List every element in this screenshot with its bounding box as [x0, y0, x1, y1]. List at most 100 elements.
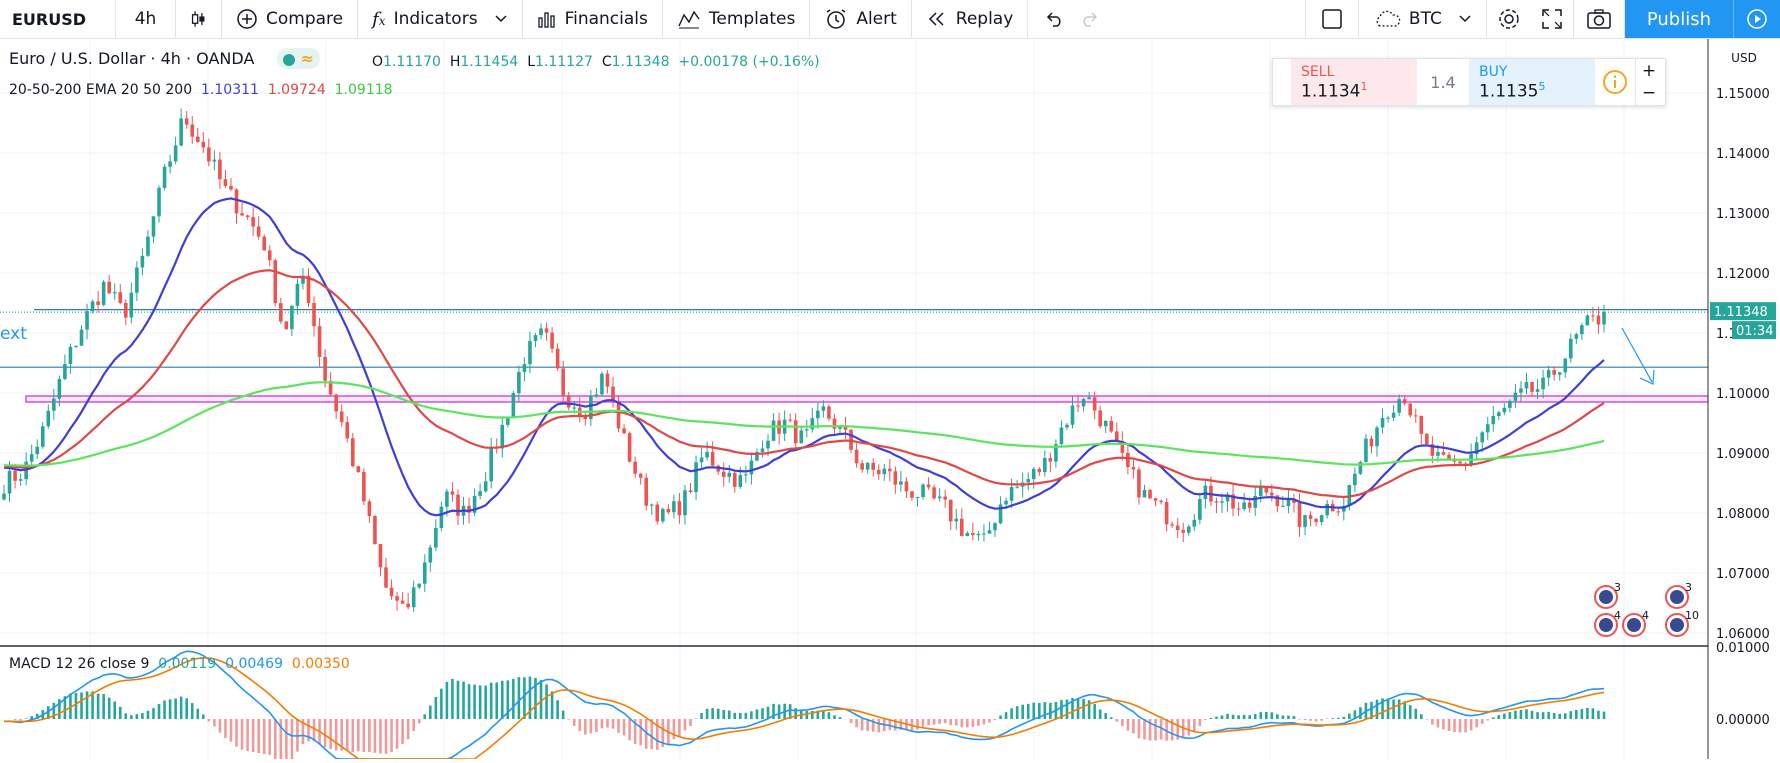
settings-button[interactable]: [1487, 0, 1531, 38]
candle-body: [229, 185, 233, 190]
series-title: Euro / U.S. Dollar · 4h · OANDA: [9, 49, 255, 68]
ema20-value: 1.10311: [201, 82, 259, 98]
candle-body: [1258, 487, 1263, 496]
alert-button[interactable]: Alert: [810, 0, 912, 38]
candle-body: [672, 501, 676, 513]
increase-button[interactable]: +: [1641, 61, 1657, 81]
candle-body: [218, 159, 222, 180]
flag-icon: [1627, 618, 1641, 632]
macd-pane: [3, 650, 1606, 763]
undo-button[interactable]: [1028, 0, 1072, 38]
buy-price: 1.1135: [1479, 81, 1539, 102]
candle-body: [1480, 432, 1485, 443]
candle-body: [633, 461, 637, 474]
replay-button[interactable]: Replay: [912, 0, 1029, 38]
candle-body: [1319, 515, 1324, 523]
candle-body: [561, 368, 565, 396]
candle-body: [57, 379, 62, 399]
support-zone: [25, 395, 1709, 403]
financials-label: Financials: [564, 9, 648, 29]
candle-body: [40, 426, 45, 447]
redo-button[interactable]: [1072, 0, 1108, 38]
currency-label: USD: [1731, 51, 1757, 65]
price-chart-svg[interactable]: USD1.150001.140001.130001.120001.110001.…: [0, 39, 1780, 763]
candle-body: [1270, 492, 1274, 496]
candle-body: [1568, 338, 1573, 359]
candle-body: [1004, 500, 1008, 505]
info-button[interactable]: [1595, 59, 1635, 105]
financials-button[interactable]: Financials: [523, 0, 663, 38]
candle-body: [655, 504, 660, 522]
candle-body: [306, 275, 311, 303]
buy-button[interactable]: BUY 1.11355: [1469, 59, 1595, 105]
candle-body: [1508, 400, 1512, 408]
interval-button[interactable]: 4h: [116, 0, 176, 38]
btc-workspace-button[interactable]: BTC: [1359, 0, 1487, 38]
candle-body: [1153, 498, 1158, 501]
candle-body: [1170, 524, 1174, 526]
event-badge-count: 3: [1614, 581, 1621, 594]
candle-body: [616, 400, 621, 429]
candle-body: [1303, 515, 1307, 527]
candle-body: [1535, 389, 1540, 392]
macd-line-value: 0.00469: [225, 656, 283, 672]
chevron-down-icon: [1459, 15, 1471, 23]
candle-body: [948, 499, 953, 522]
candle-body: [971, 533, 975, 536]
candle-body: [721, 471, 726, 477]
candle-body: [810, 418, 815, 430]
price-tick-label: 1.15000: [1716, 87, 1770, 102]
candle-body: [146, 236, 150, 256]
macd-signal-line: [4, 656, 1605, 760]
ema-legend[interactable]: 20-50-200 EMA 20 50 200 1.10311 1.09724 …: [9, 82, 393, 98]
templates-label: Templates: [708, 9, 796, 29]
candle-body: [478, 491, 482, 496]
candle-body: [677, 501, 682, 516]
candle-body: [350, 438, 355, 467]
candle-body: [899, 481, 903, 485]
decrease-button[interactable]: −: [1641, 83, 1657, 103]
event-badge-count: 10: [1685, 609, 1699, 622]
candle-body: [1524, 381, 1529, 389]
candle-body: [1220, 501, 1224, 503]
candle-body: [1214, 501, 1219, 503]
undo-icon: [1047, 12, 1061, 27]
candle-body: [688, 490, 693, 492]
candle-body: [428, 547, 433, 563]
symbol-search-button[interactable]: EURUSD: [0, 0, 116, 38]
fullscreen-button[interactable]: [1531, 0, 1573, 38]
screenshot-button[interactable]: [1572, 0, 1625, 38]
layout-button[interactable]: [1304, 0, 1359, 38]
event-badge-count: 3: [1685, 581, 1692, 594]
candle-body: [1087, 397, 1091, 400]
candle-body: [7, 470, 12, 494]
compare-button[interactable]: Compare: [222, 0, 359, 38]
sell-button[interactable]: SELL 1.11341: [1291, 59, 1417, 105]
candle-body: [627, 433, 632, 462]
macd-legend[interactable]: MACD 12 26 close 9 0.00119 0.00469 0.003…: [9, 656, 350, 672]
candle-body: [1580, 325, 1584, 335]
chart-style-button[interactable]: [176, 0, 222, 38]
arrow-annotation: [1621, 327, 1653, 383]
price-tick-label: 1.08000: [1716, 507, 1770, 522]
candle-body: [1043, 457, 1047, 473]
candle-body: [389, 587, 394, 597]
candle-body: [1059, 427, 1064, 445]
candle-body: [605, 373, 610, 387]
event-badge-count: 4: [1642, 609, 1649, 622]
candle-body: [323, 356, 327, 381]
templates-button[interactable]: Templates: [663, 0, 811, 38]
candle-body: [445, 491, 449, 507]
candle-body: [583, 416, 588, 420]
ema50-line: [3, 269, 1605, 499]
chart-area[interactable]: USD1.150001.140001.130001.120001.110001.…: [0, 39, 1780, 763]
candle-body: [683, 490, 687, 516]
candle-body: [1103, 420, 1108, 427]
indicators-button[interactable]: fx Indicators: [358, 0, 523, 38]
candle-body: [694, 462, 698, 492]
candle-body: [904, 481, 909, 492]
countdown-label: 01:34: [1736, 324, 1773, 339]
candle-body: [1275, 495, 1280, 507]
publish-video-button[interactable]: [1733, 0, 1780, 38]
publish-button[interactable]: Publish: [1624, 0, 1733, 38]
